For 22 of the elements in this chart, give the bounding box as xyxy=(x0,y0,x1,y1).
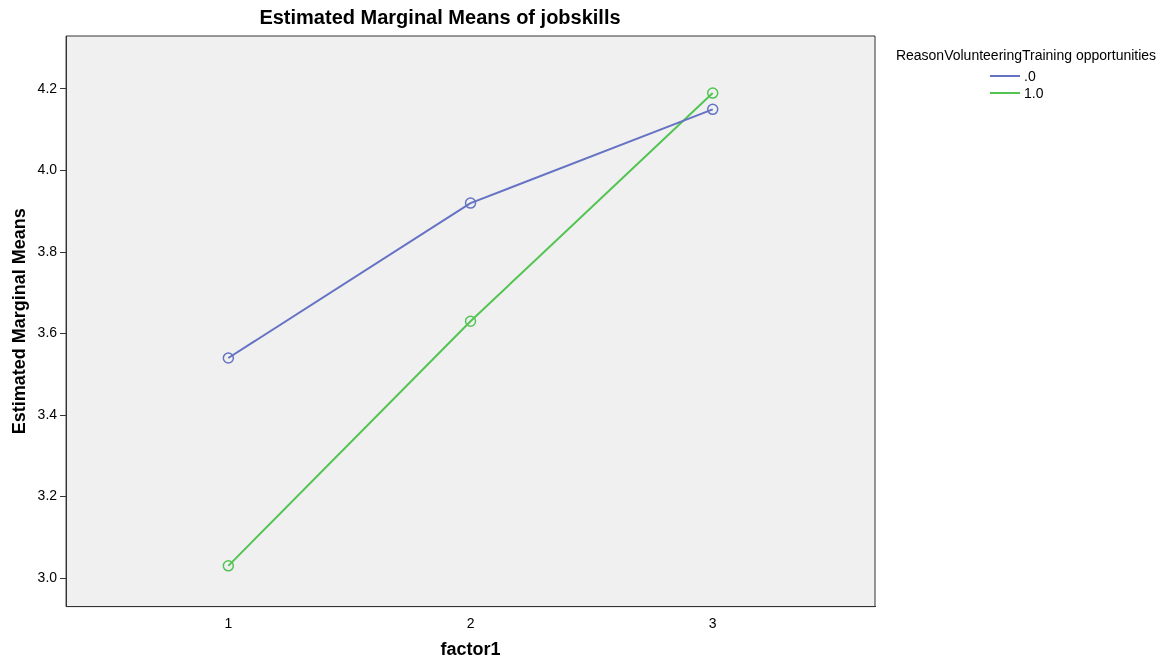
y-tick-label: 4.2 xyxy=(37,79,58,96)
chart-title: Estimated Marginal Means of jobskills xyxy=(259,5,621,28)
x-tick-label: 3 xyxy=(708,614,717,631)
legend-title: ReasonVolunteeringTraining opportunities xyxy=(894,47,1158,63)
point xyxy=(706,103,719,116)
legend-label: .0 xyxy=(1024,67,1036,84)
y-tick-label: 3.2 xyxy=(37,487,58,504)
y-tick-label: 3.8 xyxy=(37,242,58,259)
legend-label: 1.0 xyxy=(1024,84,1044,101)
x-tick-label: 1 xyxy=(224,614,233,631)
y-tick-label: 3.0 xyxy=(37,568,58,585)
point xyxy=(464,315,477,328)
point xyxy=(464,197,477,209)
y-axis-title: Estimated Marginal Means xyxy=(8,208,29,435)
x-axis-title: factor1 xyxy=(440,639,501,660)
point xyxy=(706,87,719,99)
x-tick-label: 2 xyxy=(466,614,475,631)
point xyxy=(222,560,235,572)
y-tick-label: 3.4 xyxy=(37,405,58,422)
y-tick-label: 3.6 xyxy=(37,324,58,341)
point xyxy=(222,352,235,364)
y-tick-label: 4.0 xyxy=(37,161,58,178)
